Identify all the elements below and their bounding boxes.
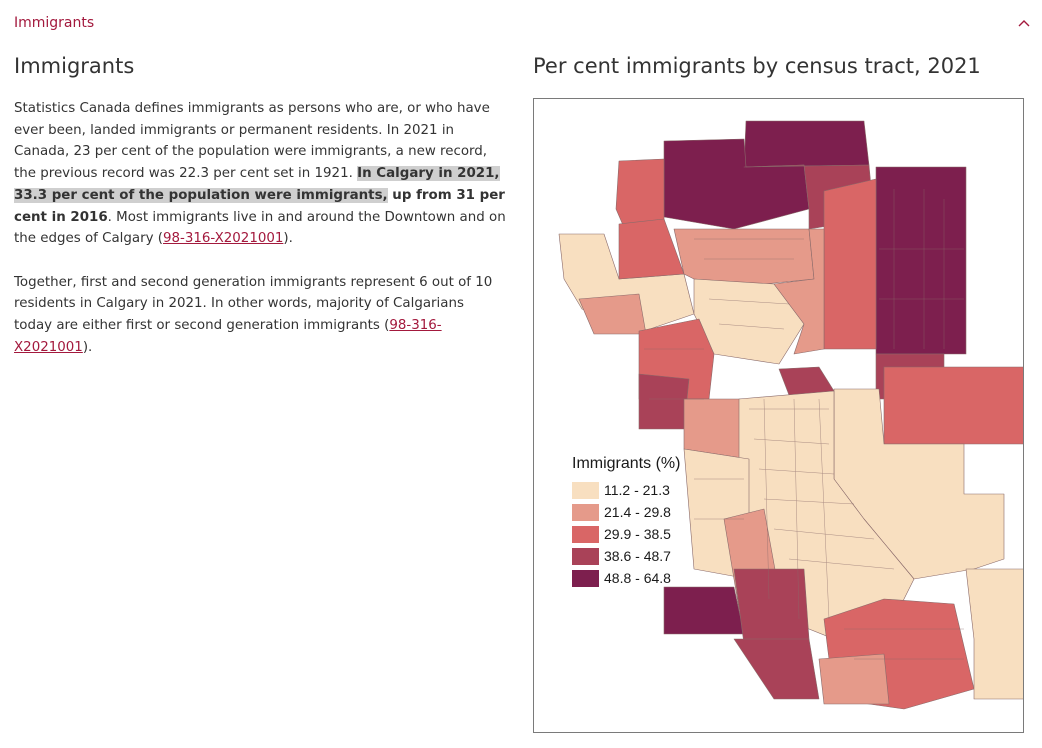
- map-legend: Immigrants (%) 11.2 - 21.3 21.4 - 29.8 2…: [572, 455, 680, 589]
- map-region-north-top: [743, 120, 870, 168]
- map-region-south-edge: [818, 653, 890, 705]
- map-region-northeast: [875, 166, 967, 355]
- calgary-census-tract-map: [558, 120, 1023, 710]
- map-title: Per cent immigrants by census tract, 202…: [533, 54, 981, 78]
- map-region-west-dark: [638, 373, 690, 430]
- choropleth-map: Immigrants (%) 11.2 - 21.3 21.4 - 29.8 2…: [533, 98, 1024, 733]
- source-link-2[interactable]: 98-316-X2021001: [14, 318, 442, 355]
- paragraph-1-end: ).: [283, 231, 293, 247]
- legend-item: 38.6 - 48.7: [572, 545, 680, 567]
- legend-title: Immigrants (%): [572, 455, 681, 472]
- legend-label: 21.4 - 29.8: [604, 504, 671, 520]
- legend-item: 11.2 - 21.3: [572, 479, 680, 501]
- section-heading: Immigrants: [14, 54, 135, 78]
- map-region-downtown: [778, 366, 835, 396]
- legend-label: 48.8 - 64.8: [604, 570, 671, 586]
- map-region-central-east: [773, 228, 825, 355]
- bold-statistic: up from 31 per cent in 2016: [14, 187, 505, 225]
- legend-swatch: [572, 547, 599, 565]
- map-region-southwest-red: [733, 568, 810, 645]
- legend-item: 21.4 - 29.8: [572, 501, 680, 523]
- legend-swatch: [572, 525, 599, 543]
- accordion-title[interactable]: Immigrants: [14, 15, 95, 31]
- legend-label: 29.9 - 38.5: [604, 526, 671, 542]
- paragraph-2-text: Together, first and second generation im…: [14, 274, 493, 334]
- paragraph-2: Together, first and second generation im…: [14, 272, 506, 359]
- accordion-header[interactable]: Immigrants: [14, 12, 1034, 34]
- chevron-up-icon[interactable]: [1014, 13, 1034, 33]
- legend-label: 38.6 - 48.7: [604, 548, 671, 564]
- map-region-central-north: [673, 228, 815, 285]
- paragraph-1: Statistics Canada defines immigrants as …: [14, 98, 506, 250]
- map-region-west-pink: [578, 293, 647, 335]
- legend-swatch: [572, 503, 599, 521]
- text-column: Statistics Canada defines immigrants as …: [14, 98, 506, 380]
- map-region-ne-band: [823, 178, 877, 350]
- legend-swatch: [572, 481, 599, 499]
- legend-swatch: [572, 569, 599, 587]
- map-region-southeast-light: [965, 568, 1023, 700]
- legend-item: 48.8 - 64.8: [572, 567, 680, 589]
- paragraph-1-text: Statistics Canada defines immigrants as …: [14, 101, 490, 182]
- map-region-east-box: [883, 366, 1023, 445]
- paragraph-1-text-2: . Most immigrants live in and around the…: [14, 209, 506, 247]
- paragraph-2-end: ).: [82, 339, 93, 355]
- map-region-west-red: [618, 218, 685, 280]
- map-region-south-rose: [733, 638, 820, 700]
- source-link-1[interactable]: 98-316-X2021001: [163, 231, 284, 247]
- legend-item: 29.9 - 38.5: [572, 523, 680, 545]
- legend-label: 11.2 - 21.3: [604, 482, 670, 498]
- map-region-southwest-dark: [663, 586, 745, 635]
